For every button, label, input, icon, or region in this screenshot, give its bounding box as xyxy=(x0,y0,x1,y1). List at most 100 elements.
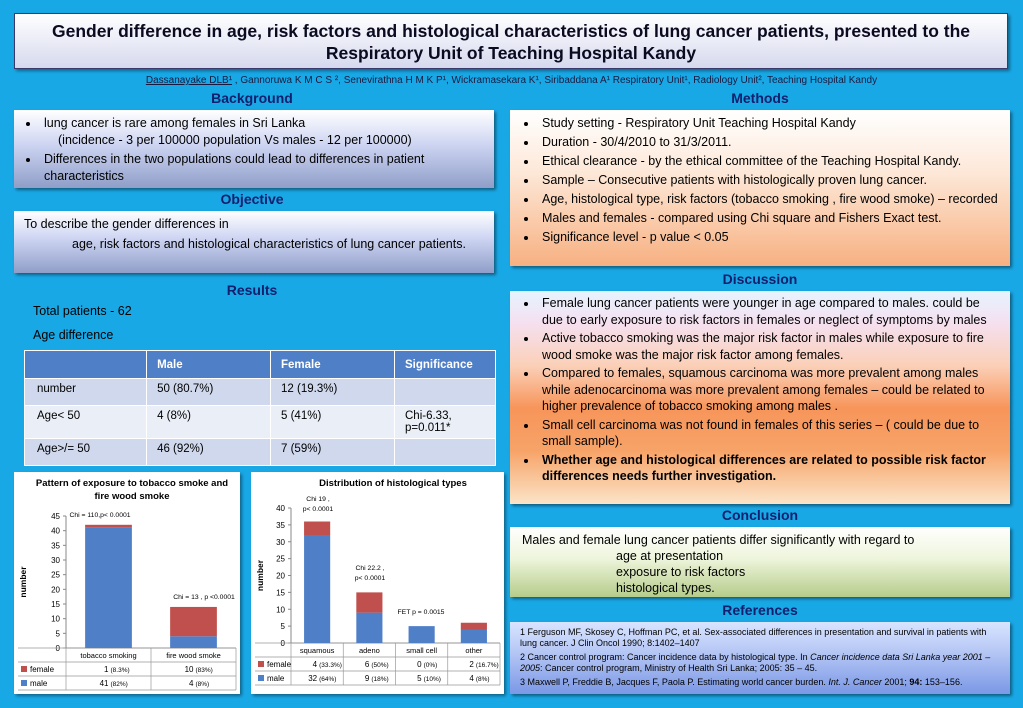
methods-item: Males and females - compared using Chi s… xyxy=(538,210,1002,227)
bar-female xyxy=(460,622,487,630)
methods-heading: Methods xyxy=(731,90,789,106)
y-tick-label: 5 xyxy=(56,629,61,638)
discussion-item: Compared to females, squamous carcinoma … xyxy=(538,365,1002,415)
table-row: Age< 50 4 (8%) 5 (41%) Chi-6.33, p=0.011… xyxy=(23,405,496,439)
y-tick-label: 25 xyxy=(276,555,285,564)
chart-title: Distribution of histological types xyxy=(319,478,467,489)
x-tick-label: other xyxy=(465,646,483,655)
data-label-female-pct: (50%) xyxy=(371,662,388,669)
background-bullet-1: lung cancer is rare among females in Sri… xyxy=(40,115,486,149)
data-label-male-pct: (8%) xyxy=(476,676,490,683)
data-label-female-pct: (16.7%) xyxy=(476,662,499,669)
bar-female xyxy=(85,524,132,528)
annotation: FET p = 0.0015 xyxy=(398,609,445,616)
background-panel: lung cancer is rare among females in Sri… xyxy=(14,110,494,188)
first-author: Dassanayake DLB¹ xyxy=(145,75,233,86)
bar-male xyxy=(408,626,435,643)
data-label-female: 10 xyxy=(185,665,194,674)
total-patients: Total patients - 62 xyxy=(33,304,132,318)
age-difference-label: Age difference xyxy=(33,328,114,342)
methods-item: Sample – Consecutive patients with histo… xyxy=(538,172,1002,189)
y-tick-label: 10 xyxy=(276,605,285,614)
methods-item: Ethical clearance - by the ethical commi… xyxy=(538,153,1002,170)
data-label-male: 5 xyxy=(417,674,422,683)
y-tick-label: 30 xyxy=(276,538,285,547)
methods-item: Age, histological type, risk factors (to… xyxy=(538,191,1002,208)
bar-female xyxy=(170,606,217,637)
data-label-female: 1 xyxy=(104,665,109,674)
data-label-male: 41 xyxy=(100,679,109,688)
data-label-male: 4 xyxy=(189,679,194,688)
y-tick-label: 45 xyxy=(51,512,60,521)
bar-female xyxy=(356,592,383,613)
x-tick-label: tobacco smoking xyxy=(80,651,136,660)
table-cell: Age>/= 50 xyxy=(23,438,148,466)
data-label-female-pct: (8.3%) xyxy=(111,667,130,674)
data-label-male-pct: (10%) xyxy=(424,676,441,683)
x-tick-label: fire wood smoke xyxy=(166,651,221,660)
data-label-female: 4 xyxy=(313,660,318,669)
table-cell: 7 (59%) xyxy=(270,438,395,466)
y-tick-label: 40 xyxy=(51,527,60,536)
y-tick-label: 35 xyxy=(276,521,285,530)
background-bullet-1-sub: (incidence - 3 per 100000 population Vs … xyxy=(58,133,412,147)
legend-label-male: male xyxy=(30,679,48,688)
x-tick-label: squamous xyxy=(300,646,335,655)
table-header-row: Male Female Significance xyxy=(23,350,496,379)
reference-1: 1 Ferguson MF, Skosey C, Hoffman PC, et … xyxy=(520,627,987,648)
other-authors: , Gannoruwa K M C S ², Senevirathna H M … xyxy=(232,75,878,86)
conclusion-sub-item: histological types. xyxy=(616,581,715,595)
legend-swatch-female xyxy=(258,661,264,667)
table-cell xyxy=(394,438,496,466)
objective-line-2: age, risk factors and histological chara… xyxy=(72,237,466,251)
data-label-male: 4 xyxy=(469,674,474,683)
legend-label-female: female xyxy=(267,660,292,669)
legend-swatch-female xyxy=(21,666,27,672)
discussion-item: Active tobacco smoking was the major ris… xyxy=(538,330,1002,363)
reference-2: 2 Cancer control program: Cancer inciden… xyxy=(520,652,991,673)
table-cell xyxy=(394,378,496,406)
y-axis-label: number xyxy=(255,559,265,591)
data-label-male-pct: (82%) xyxy=(111,681,128,688)
data-label-male: 9 xyxy=(365,674,370,683)
y-axis-label: number xyxy=(18,566,28,598)
reference-3: 3 Maxwell P, Freddie B, Jacques F, Paola… xyxy=(520,677,963,687)
legend-swatch-male xyxy=(21,680,27,686)
table-cell: 50 (80.7%) xyxy=(146,378,272,406)
data-label-female: 2 xyxy=(469,660,474,669)
data-label-female: 0 xyxy=(417,660,422,669)
methods-item: Significance level - p value < 0.05 xyxy=(538,229,1002,246)
data-label-female: 6 xyxy=(365,660,370,669)
y-tick-label: 0 xyxy=(281,639,286,648)
table-row: Age>/= 50 46 (92%) 7 (59%) xyxy=(23,438,496,466)
discussion-item: Female lung cancer patients were younger… xyxy=(538,295,1002,328)
exposure-chart: Pattern of exposure to tobacco smoke and… xyxy=(18,478,237,691)
poster-title: Gender difference in age, risk factors a… xyxy=(14,13,1008,69)
conclusion-sub-item: age at presentation xyxy=(616,549,724,563)
annotation: Chi = 110,p< 0.0001 xyxy=(69,512,130,519)
background-bullet-2: Differences in the two populations could… xyxy=(40,151,486,185)
discussion-panel: Female lung cancer patients were younger… xyxy=(510,291,1010,504)
table-row: number 50 (80.7%) 12 (19.3%) xyxy=(23,378,496,406)
y-tick-label: 20 xyxy=(51,585,60,594)
data-label-female-pct: (0%) xyxy=(424,662,438,669)
references-panel: 1 Ferguson MF, Skosey C, Hoffman PC, et … xyxy=(510,622,1010,694)
y-tick-label: 20 xyxy=(276,572,285,581)
annotation: Chi = 13 , p <0.0001 xyxy=(173,594,235,601)
table-cell: 5 (41%) xyxy=(270,405,395,439)
background-heading: Background xyxy=(211,90,293,106)
conclusion-heading: Conclusion xyxy=(721,507,799,523)
annotation: p< 0.0001 xyxy=(303,506,334,513)
table-header-cell: Male xyxy=(146,350,272,379)
histology-chart: Distribution of histological types 0 5 10 15… xyxy=(255,478,501,686)
authors-line: Dassanayake DLB¹ , Gannoruwa K M C S ², … xyxy=(0,75,1023,86)
legend-label-female: female xyxy=(30,665,55,674)
annotation: p< 0.0001 xyxy=(355,575,386,582)
y-tick-label: 0 xyxy=(56,644,61,653)
bar-male xyxy=(304,535,331,643)
table-header-cell: Significance xyxy=(394,350,496,379)
data-label-male-pct: (64%) xyxy=(319,676,336,683)
y-tick-label: 15 xyxy=(276,588,285,597)
methods-item: Study setting - Respiratory Unit Teachin… xyxy=(538,115,1002,132)
table-cell: 12 (19.3%) xyxy=(270,378,395,406)
